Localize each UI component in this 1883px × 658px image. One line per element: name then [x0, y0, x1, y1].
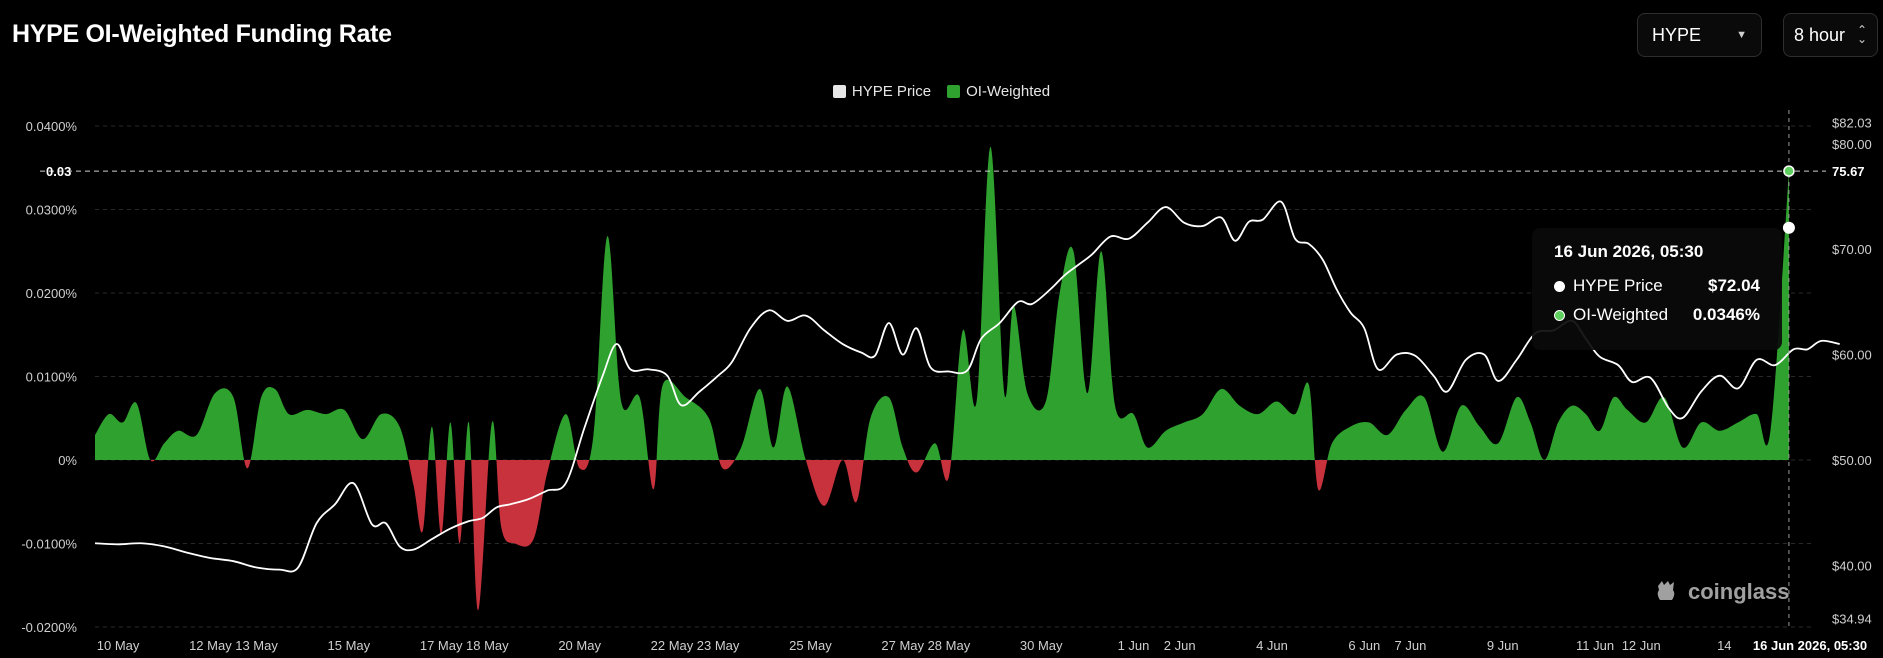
x-axis-tick: 11 Jun	[1576, 638, 1614, 653]
right-axis-tick: $70.00	[1832, 242, 1872, 257]
tooltip-rate-label: OI-Weighted	[1573, 305, 1669, 324]
chevron-down-icon: ▼	[1736, 29, 1747, 41]
x-axis-tick: 25 May	[789, 638, 832, 653]
legend-label-oi-weighted: OI-Weighted	[966, 83, 1051, 100]
coinglass-logo-icon	[1657, 581, 1675, 600]
tooltip-date: 16 Jun 2026, 05:30	[1554, 242, 1704, 261]
x-axis-tick: 15 May	[328, 638, 371, 653]
tooltip-rate-value: 0.0346%	[1692, 305, 1760, 324]
x-axis-tick: 13 May	[235, 638, 278, 653]
x-axis-tick: 28 May	[928, 638, 971, 653]
oi-weighted-positive-area	[95, 146, 1789, 460]
hype-price-hover-point	[1782, 221, 1795, 234]
tooltip-row-price: HYPE Price $72.04	[1554, 276, 1760, 296]
x-axis-tick: 23 May	[697, 638, 740, 653]
coin-select[interactable]: HYPE ▼	[1637, 13, 1762, 57]
tooltip-price-value: $72.04	[1708, 276, 1760, 295]
x-axis-tick: 20 May	[558, 638, 601, 653]
x-axis-tick: 14	[1717, 638, 1731, 653]
left-axis-tick: 0.0200%	[26, 286, 78, 301]
left-axis-tick: 0.0400%	[26, 119, 78, 134]
right-axis-tick: $40.00	[1832, 558, 1872, 573]
x-axis-tick: 27 May	[881, 638, 924, 653]
legend-label-price: HYPE Price	[851, 83, 932, 100]
coin-select-value: HYPE	[1652, 24, 1702, 45]
legend-item-price[interactable]: HYPE Price	[832, 83, 932, 100]
crosshair-x-label: 16 Jun 2026, 05:30	[1753, 638, 1867, 653]
crosshair-right-label-bg	[1826, 161, 1872, 182]
x-axis-tick: 17 May	[420, 638, 463, 653]
left-axis-tick: -0.0100%	[21, 537, 77, 552]
legend-item-oi-weighted[interactable]: OI-Weighted	[947, 83, 1050, 100]
chart-legend: HYPE Price OI-Weighted	[0, 83, 1883, 100]
watermark-text: coinglass	[1688, 579, 1790, 604]
chevron-updown-icon: ⌃ ⌄	[1856, 23, 1867, 46]
x-axis-tick: 22 May	[651, 638, 694, 653]
right-axis-tick: $82.03	[1832, 115, 1872, 130]
x-axis-tick: 12 Jun	[1622, 638, 1661, 653]
tooltip-price-label: HYPE Price	[1573, 276, 1663, 295]
x-axis-tick: 12 May	[189, 638, 232, 653]
oi-weighted-negative-area	[95, 460, 1789, 611]
x-axis-tick: 9 Jun	[1487, 638, 1519, 653]
legend-swatch-price	[832, 85, 846, 98]
x-axis-tick: 18 May	[466, 638, 509, 653]
x-axis-tick: 10 May	[97, 638, 140, 653]
price-dot-icon	[1554, 280, 1565, 292]
right-axis-tick: $50.00	[1832, 453, 1872, 468]
interval-select[interactable]: 8 hour ⌃ ⌄	[1783, 13, 1878, 57]
right-axis-tick: $60.00	[1832, 348, 1872, 363]
crosshair-x-label-bg	[1738, 634, 1883, 656]
left-axis-tick: 0.0300%	[26, 203, 78, 218]
x-axis-tick: 4 Jun	[1256, 638, 1288, 653]
tooltip-row-rate: OI-Weighted 0.0346%	[1554, 305, 1760, 325]
right-axis-tick: $80.00	[1832, 137, 1872, 152]
rate-dot-icon	[1554, 309, 1565, 321]
right-axis-tick: $34.94	[1832, 612, 1872, 627]
page-title: HYPE OI-Weighted Funding Rate	[12, 20, 392, 48]
crosshair-right-label: 75.67	[1832, 164, 1865, 179]
x-axis-tick: 30 May	[1020, 638, 1063, 653]
interval-select-value: 8 hour	[1794, 24, 1846, 45]
chart-tooltip: 16 Jun 2026, 05:30 HYPE Price $72.04 OI-…	[1532, 228, 1782, 350]
x-axis-tick: 7 Jun	[1395, 638, 1427, 653]
coinglass-watermark: coinglass	[1652, 578, 1789, 606]
legend-swatch-oi-weighted	[947, 85, 961, 98]
x-axis-tick: 6 Jun	[1348, 638, 1380, 653]
left-axis-tick: -0.0200%	[21, 620, 77, 635]
crosshair-left-label: 0.03	[46, 164, 71, 179]
oi-weighted-hover-point	[1783, 165, 1795, 177]
left-axis-tick: 0%	[58, 453, 77, 468]
left-axis-tick: 0.0100%	[26, 370, 78, 385]
x-axis-tick: 2 Jun	[1164, 638, 1196, 653]
x-axis-tick: 1 Jun	[1118, 638, 1150, 653]
